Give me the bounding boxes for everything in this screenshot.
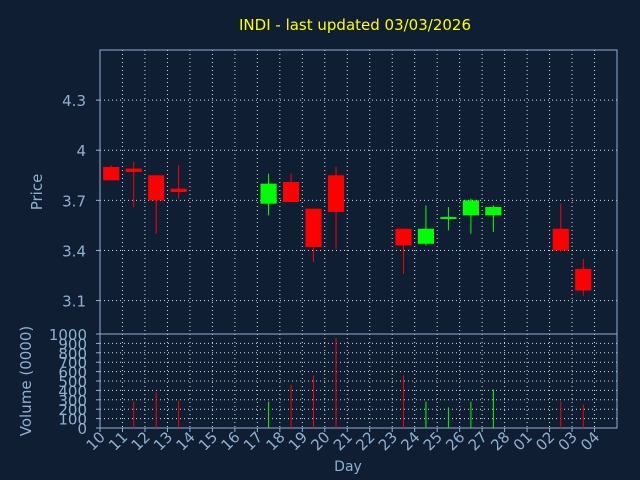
candle-body-02 (552, 228, 569, 251)
chart-title: INDI - last updated 03/03/2026 (239, 16, 471, 34)
volume-tick-label: 0 (77, 420, 87, 438)
volume-tick-label: 1000 (49, 326, 87, 344)
candle-body-18 (282, 181, 300, 203)
candle-body-20 (327, 175, 345, 213)
price-tick-label: 3.7 (62, 192, 86, 210)
candle-body-11 (125, 168, 142, 172)
candle-body-26 (462, 200, 479, 216)
price-tick-label: 3.4 (62, 242, 86, 260)
candle-body-24 (417, 228, 435, 244)
x-axis: 1011121314151617181920212223242526272801… (83, 428, 603, 454)
candle-body-25 (440, 217, 457, 220)
volume-tick-label: 100 (58, 411, 87, 429)
candle-body-03 (575, 268, 592, 291)
x-axis-label: Day (334, 459, 362, 475)
volume-tick-label: 400 (58, 382, 87, 400)
volume-tick-label: 300 (58, 392, 87, 410)
price-tick-label: 3.1 (62, 293, 86, 311)
price-tick-label: 4.3 (62, 92, 86, 110)
volume-bars (133, 337, 584, 428)
volume-tick-label: 600 (58, 364, 87, 382)
price-axis-label: Price (28, 174, 46, 211)
volume-tick-label: 700 (58, 354, 87, 372)
candle-body-13 (170, 188, 187, 192)
candle-body-17 (260, 183, 277, 204)
volume-tick-label: 800 (58, 345, 87, 363)
price-axis: 3.1 3.4 3.7 4 4.3 (62, 92, 100, 311)
candle-body-19 (305, 208, 322, 248)
price-grid (100, 50, 617, 334)
candles (103, 161, 592, 296)
volume-tick-label: 200 (58, 401, 87, 419)
candle-body-12 (148, 175, 165, 201)
candle-body-23 (395, 228, 412, 246)
volume-tick-label: 900 (58, 335, 87, 353)
candle-body-27 (485, 207, 502, 216)
volume-axis-label: Volume (0000) (17, 326, 35, 436)
price-tick-label: 4 (76, 142, 86, 160)
volume-tick-label: 500 (58, 373, 87, 391)
candle-body-10 (103, 166, 120, 181)
